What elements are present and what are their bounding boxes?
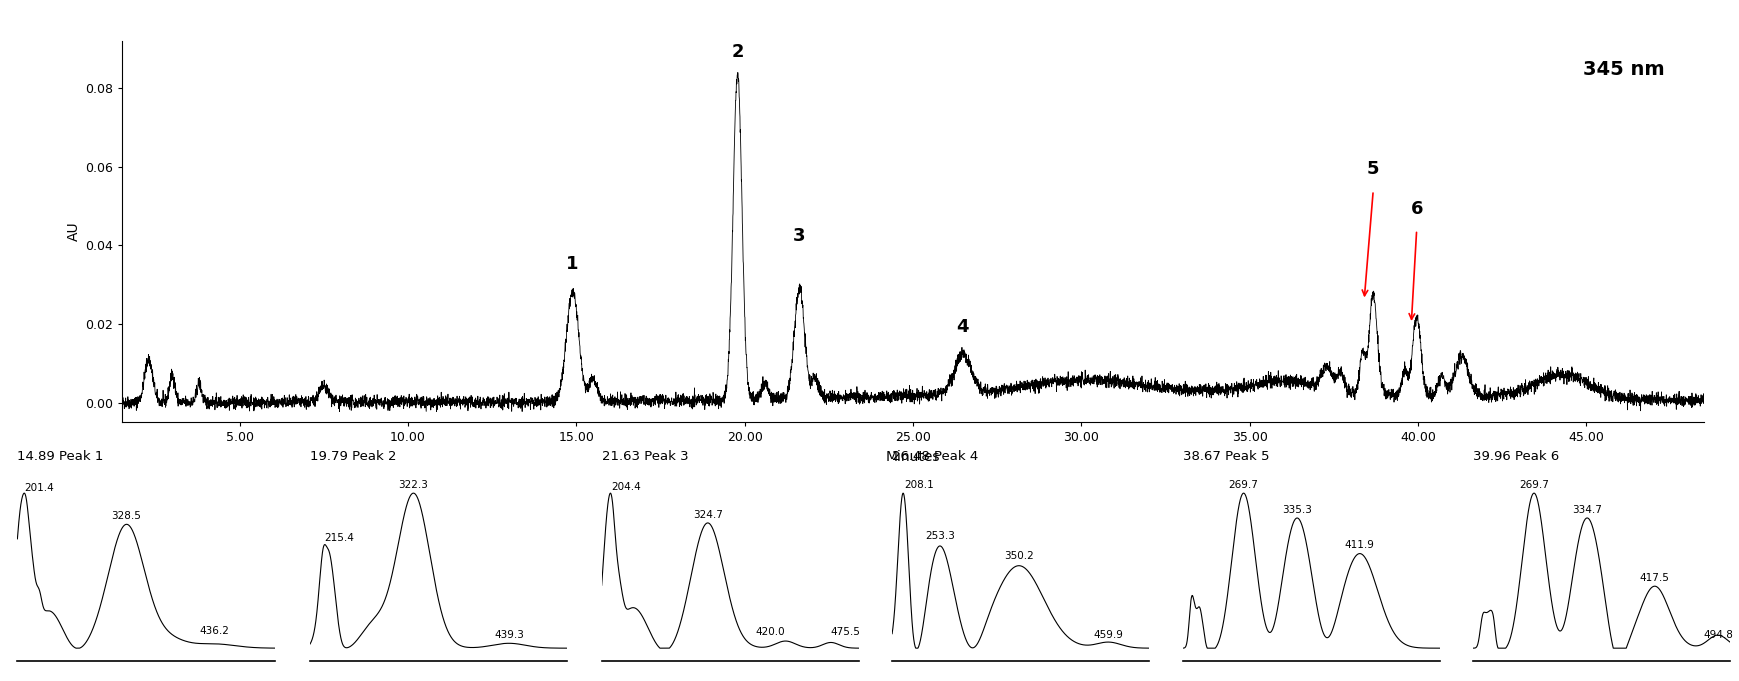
Text: 439.3: 439.3: [494, 631, 523, 640]
Text: 39.96 Peak 6: 39.96 Peak 6: [1473, 450, 1560, 463]
Text: 322.3: 322.3: [398, 480, 428, 490]
Text: 269.7: 269.7: [1229, 480, 1259, 490]
Text: 38.67 Peak 5: 38.67 Peak 5: [1183, 450, 1269, 463]
Text: 2: 2: [732, 42, 744, 61]
Text: 328.5: 328.5: [111, 511, 141, 521]
Text: 5: 5: [1367, 161, 1379, 178]
Text: 335.3: 335.3: [1282, 505, 1313, 515]
Text: 436.2: 436.2: [200, 626, 230, 636]
Text: 4: 4: [956, 318, 969, 336]
Text: 1: 1: [567, 255, 579, 273]
Text: 3: 3: [793, 227, 805, 245]
Text: 14.89 Peak 1: 14.89 Peak 1: [17, 450, 104, 463]
Text: 204.4: 204.4: [610, 482, 640, 492]
Text: 475.5: 475.5: [831, 627, 861, 637]
Text: 459.9: 459.9: [1094, 631, 1123, 640]
Text: 215.4: 215.4: [325, 533, 355, 543]
Text: 345 nm: 345 nm: [1582, 60, 1664, 79]
Text: 420.0: 420.0: [756, 627, 786, 637]
Text: 411.9: 411.9: [1344, 541, 1374, 550]
Text: 417.5: 417.5: [1640, 573, 1669, 583]
Text: 26.48 Peak 4: 26.48 Peak 4: [892, 450, 979, 463]
Text: 253.3: 253.3: [925, 531, 955, 541]
X-axis label: Minutes: Minutes: [885, 450, 941, 464]
Text: 21.63 Peak 3: 21.63 Peak 3: [602, 450, 689, 463]
Text: 19.79 Peak 2: 19.79 Peak 2: [310, 450, 396, 463]
Text: 208.1: 208.1: [904, 480, 934, 490]
Text: 334.7: 334.7: [1572, 505, 1602, 515]
Text: 494.8: 494.8: [1702, 631, 1732, 640]
Text: 324.7: 324.7: [692, 510, 723, 520]
Text: 269.7: 269.7: [1520, 480, 1549, 490]
Text: 350.2: 350.2: [1003, 551, 1033, 561]
Y-axis label: AU: AU: [66, 222, 80, 241]
Text: 201.4: 201.4: [24, 483, 54, 492]
Text: 6: 6: [1410, 200, 1423, 218]
